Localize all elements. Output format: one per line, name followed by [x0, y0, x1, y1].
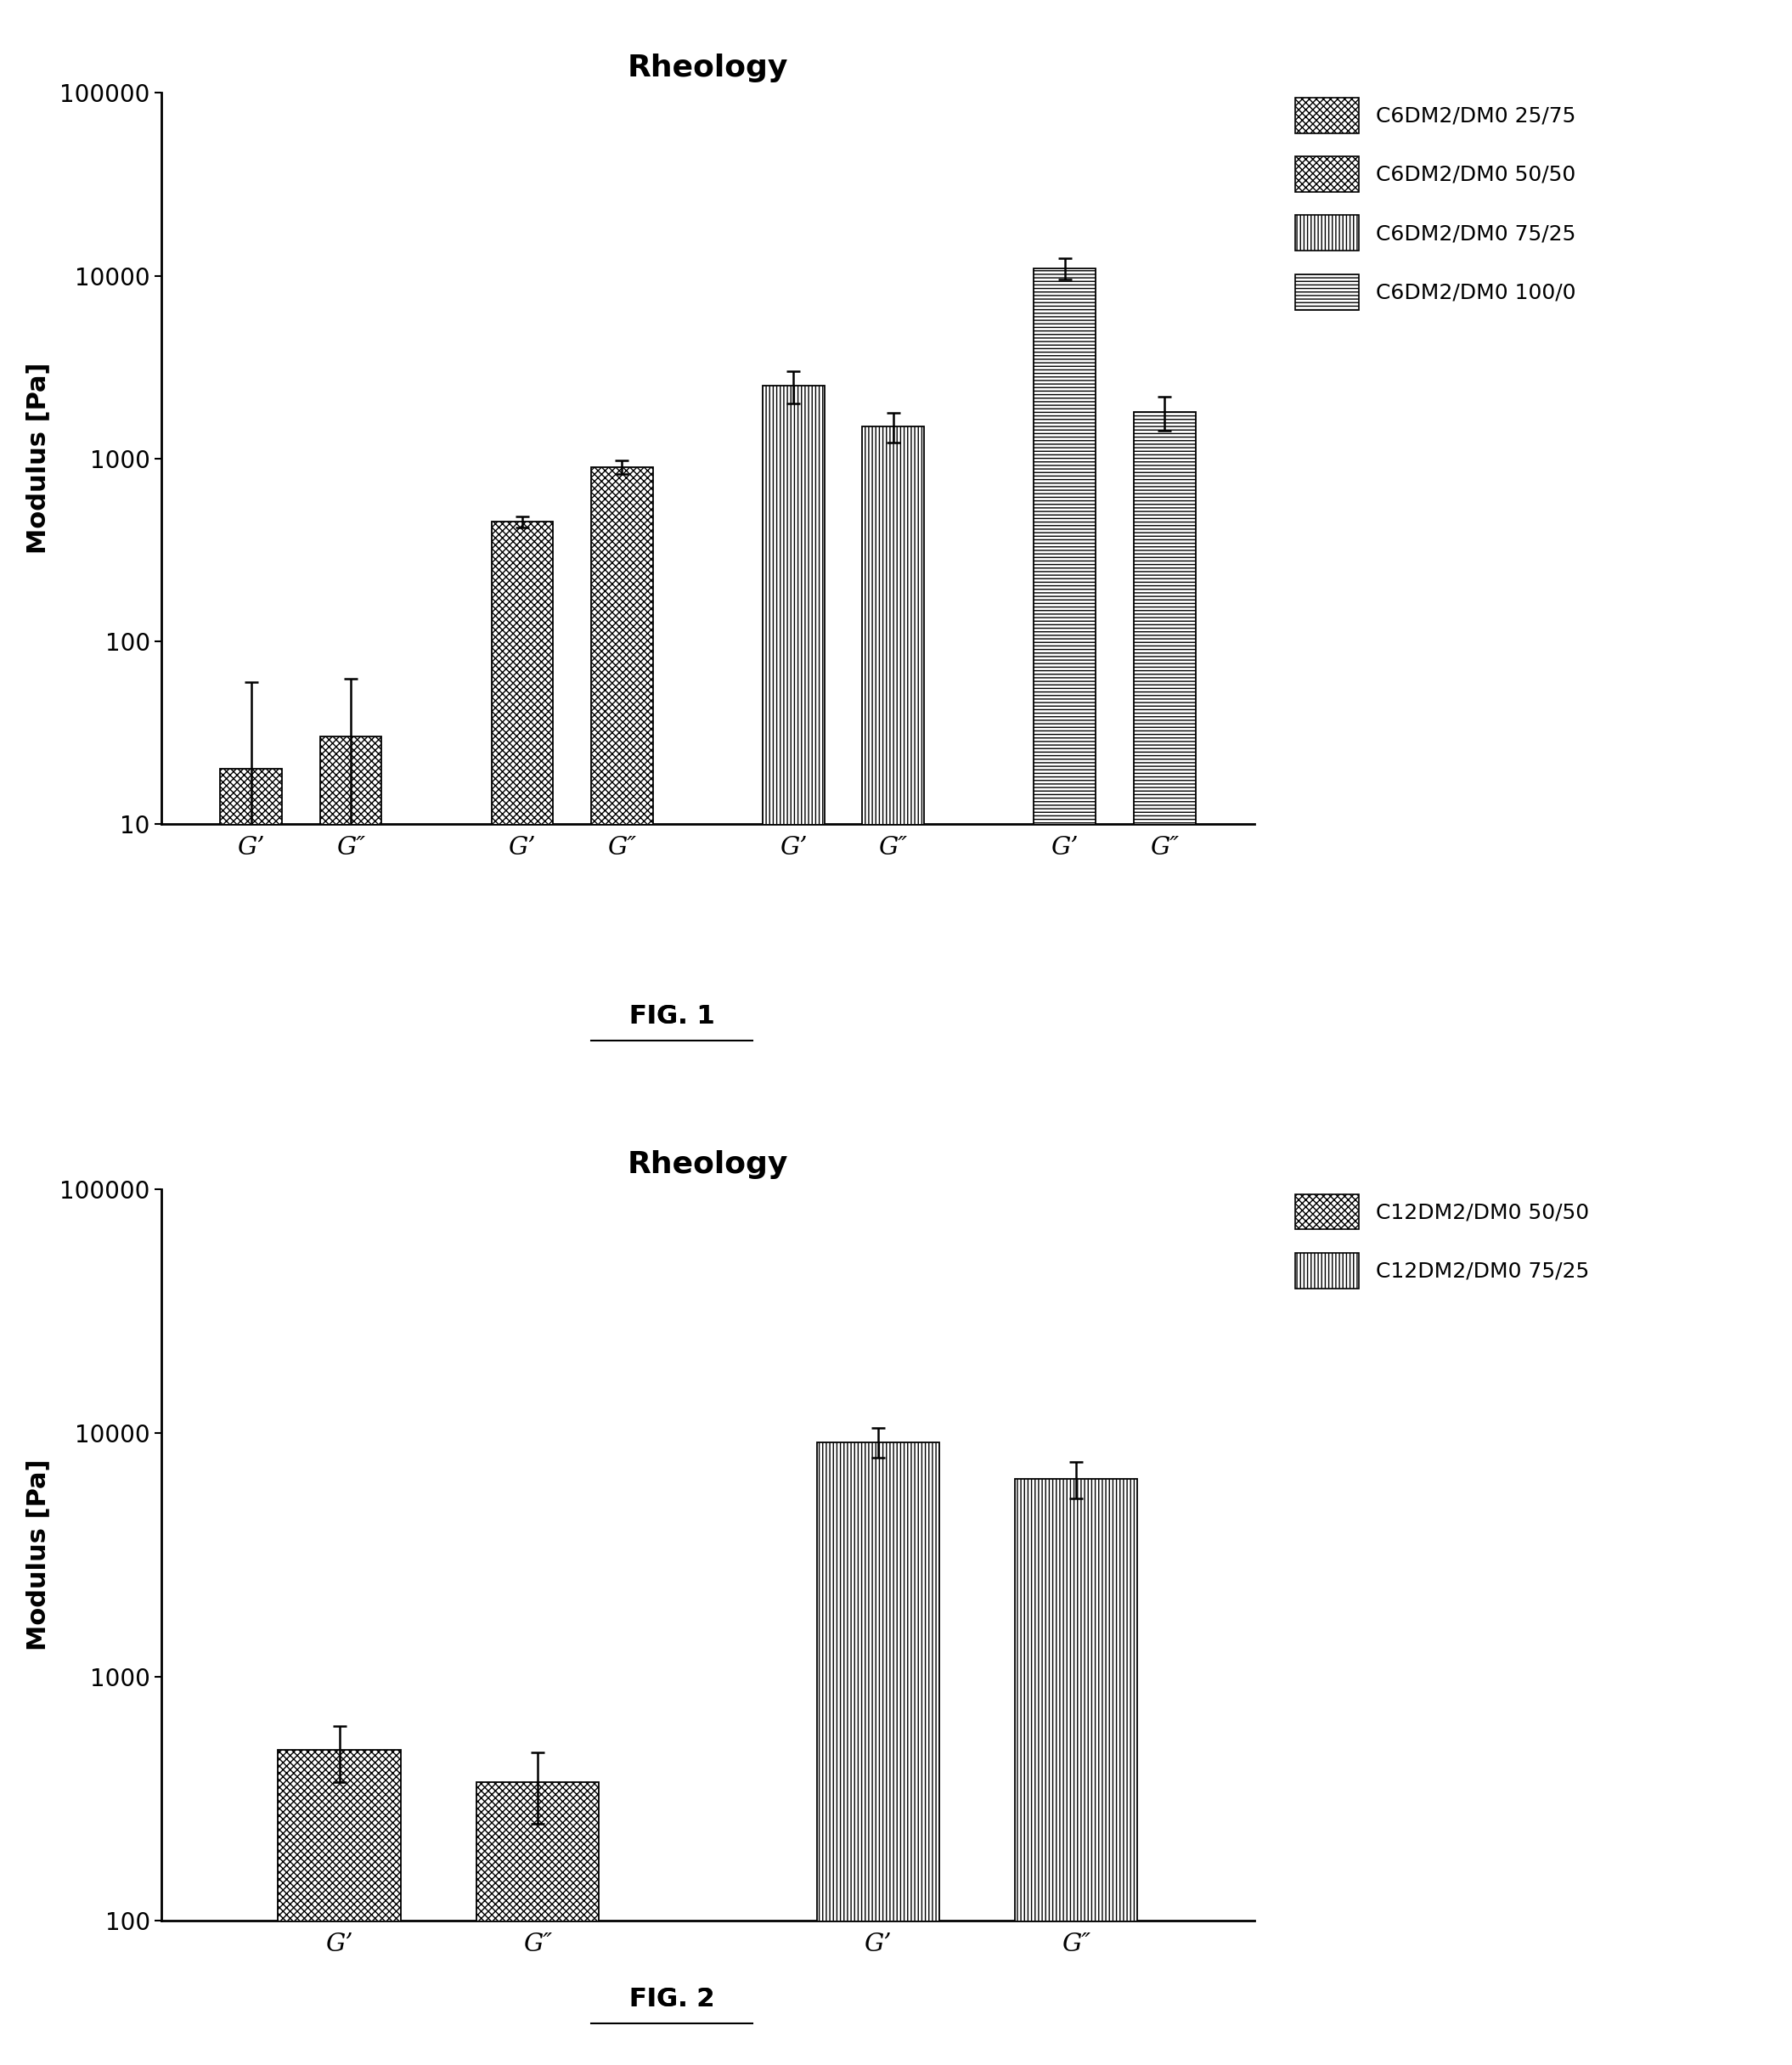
Bar — [763, 386, 824, 2065]
Bar — [591, 467, 652, 2065]
Legend: C12DM2/DM0 50/50, C12DM2/DM0 75/25: C12DM2/DM0 50/50, C12DM2/DM0 75/25 — [1287, 1185, 1598, 1297]
Bar — [1034, 268, 1097, 2065]
Y-axis label: Modulus [Pa]: Modulus [Pa] — [25, 1460, 50, 1650]
Text: FIG. 2: FIG. 2 — [629, 1987, 715, 2011]
Title: Rheology: Rheology — [627, 1150, 788, 1179]
Bar — [1014, 1479, 1138, 2065]
Bar — [817, 1441, 939, 2065]
Legend: C6DM2/DM0 25/75, C6DM2/DM0 50/50, C6DM2/DM0 75/25, C6DM2/DM0 100/0: C6DM2/DM0 25/75, C6DM2/DM0 50/50, C6DM2/… — [1287, 89, 1584, 318]
Title: Rheology: Rheology — [627, 54, 788, 83]
Bar — [319, 737, 382, 2065]
Text: FIG. 1: FIG. 1 — [629, 1004, 715, 1028]
Bar — [477, 1782, 599, 2065]
Text: FIG. 1: FIG. 1 — [629, 1004, 715, 1028]
Bar — [1134, 411, 1195, 2065]
Bar — [491, 522, 554, 2065]
Bar — [220, 768, 281, 2065]
Text: FIG. 2: FIG. 2 — [629, 1987, 715, 2011]
Bar — [278, 1751, 401, 2065]
Bar — [862, 425, 925, 2065]
Y-axis label: Modulus [Pa]: Modulus [Pa] — [25, 363, 50, 553]
